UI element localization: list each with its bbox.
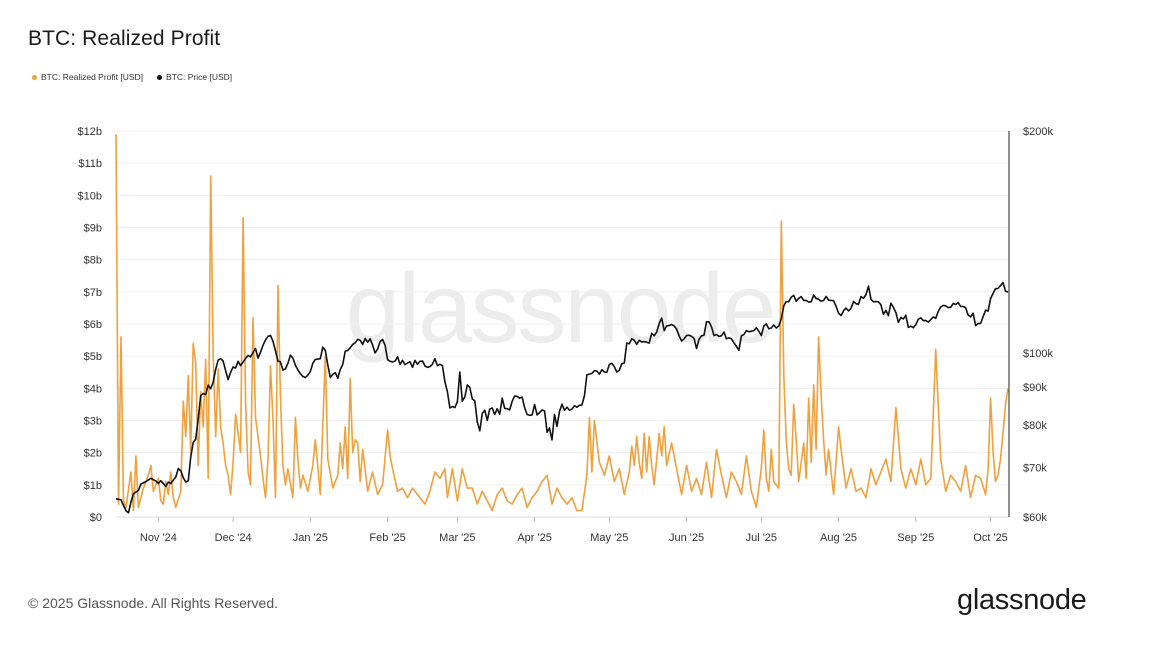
y-left-tick-label: $5b [84,351,102,363]
x-tick-label: Aug '25 [820,532,857,544]
x-axis: Nov '24 Dec '24 Jan '25 Feb '25 Mar '25 Apr '… [116,516,1008,544]
chart-canvas: glassnode $0$1b$2b$3b$4b$5b$6b$7b$8b$9b$… [78,126,1054,544]
series-group [115,134,1009,514]
y-left-tick-label: $6b [84,319,102,331]
x-tick-label: Jan '25 [293,532,328,544]
x-tick-label: May '25 [590,532,628,544]
legend-swatch-price [157,74,163,80]
x-tick-label: Jun '25 [669,532,704,544]
chart-legend: BTC: Realized Profit [USD] BTC: Price [U… [32,72,232,82]
legend-label-price: BTC: Price [USD] [166,72,233,82]
y-left-tick-label: $3b [84,416,102,428]
x-tick-label: Apr '25 [517,532,552,544]
y-left-tick-label: $8b [84,255,102,267]
watermark: glassnode [346,253,775,363]
chart-title: BTC: Realized Profit [28,27,221,50]
x-tick-label: Nov '24 [140,532,177,544]
y-left-tick-label: $2b [84,448,102,460]
legend-item-realized-profit[interactable]: BTC: Realized Profit [USD] [32,72,143,82]
y-left-tick-label: $12b [78,126,102,138]
x-tick-label: Dec '24 [215,532,252,544]
y-left-tick-label: $4b [84,383,102,395]
y-right-tick-label: $80k [1023,420,1047,432]
series-line-price [115,281,1009,514]
y-left-tick-label: $11b [78,158,102,170]
y-left-tick-label: $7b [84,287,102,299]
y-left-tick-label: $10b [78,190,102,202]
y-left-tick-label: $0 [90,512,102,524]
grid [116,130,1008,518]
copyright-notice: © 2025 Glassnode. All Rights Reserved. [28,595,279,611]
x-tick-label: Feb '25 [369,532,405,544]
y-right-tick-label: $70k [1023,463,1047,475]
x-tick-label: Mar '25 [439,532,475,544]
brand-logo: glassnode [957,584,1087,616]
x-tick-label: Sep '25 [897,532,934,544]
legend-label-realized-profit: BTC: Realized Profit [USD] [41,72,144,82]
y-left-tick-label: $1b [84,480,102,492]
x-tick-label: Jul '25 [746,532,777,544]
legend-swatch-realized-profit [32,74,37,80]
legend-item-price[interactable]: BTC: Price [USD] [157,72,232,82]
y-right-tick-label: $100k [1023,348,1053,360]
series-line-realized-profit [115,134,1009,512]
x-tick-label: Oct '25 [973,532,1008,544]
y-right-tick-label: $90k [1023,382,1047,394]
y-left-tick-label: $9b [84,223,102,235]
right-axis: $60k $70k $80k $90k $100k $200k [1008,126,1053,524]
y-right-tick-label: $200k [1023,126,1053,138]
y-right-tick-label: $60k [1023,512,1047,524]
left-axis: $0 $1b $2b $3b $4b $5b $6b $7b $8b $9b $10b $11b $12… [78,126,102,524]
